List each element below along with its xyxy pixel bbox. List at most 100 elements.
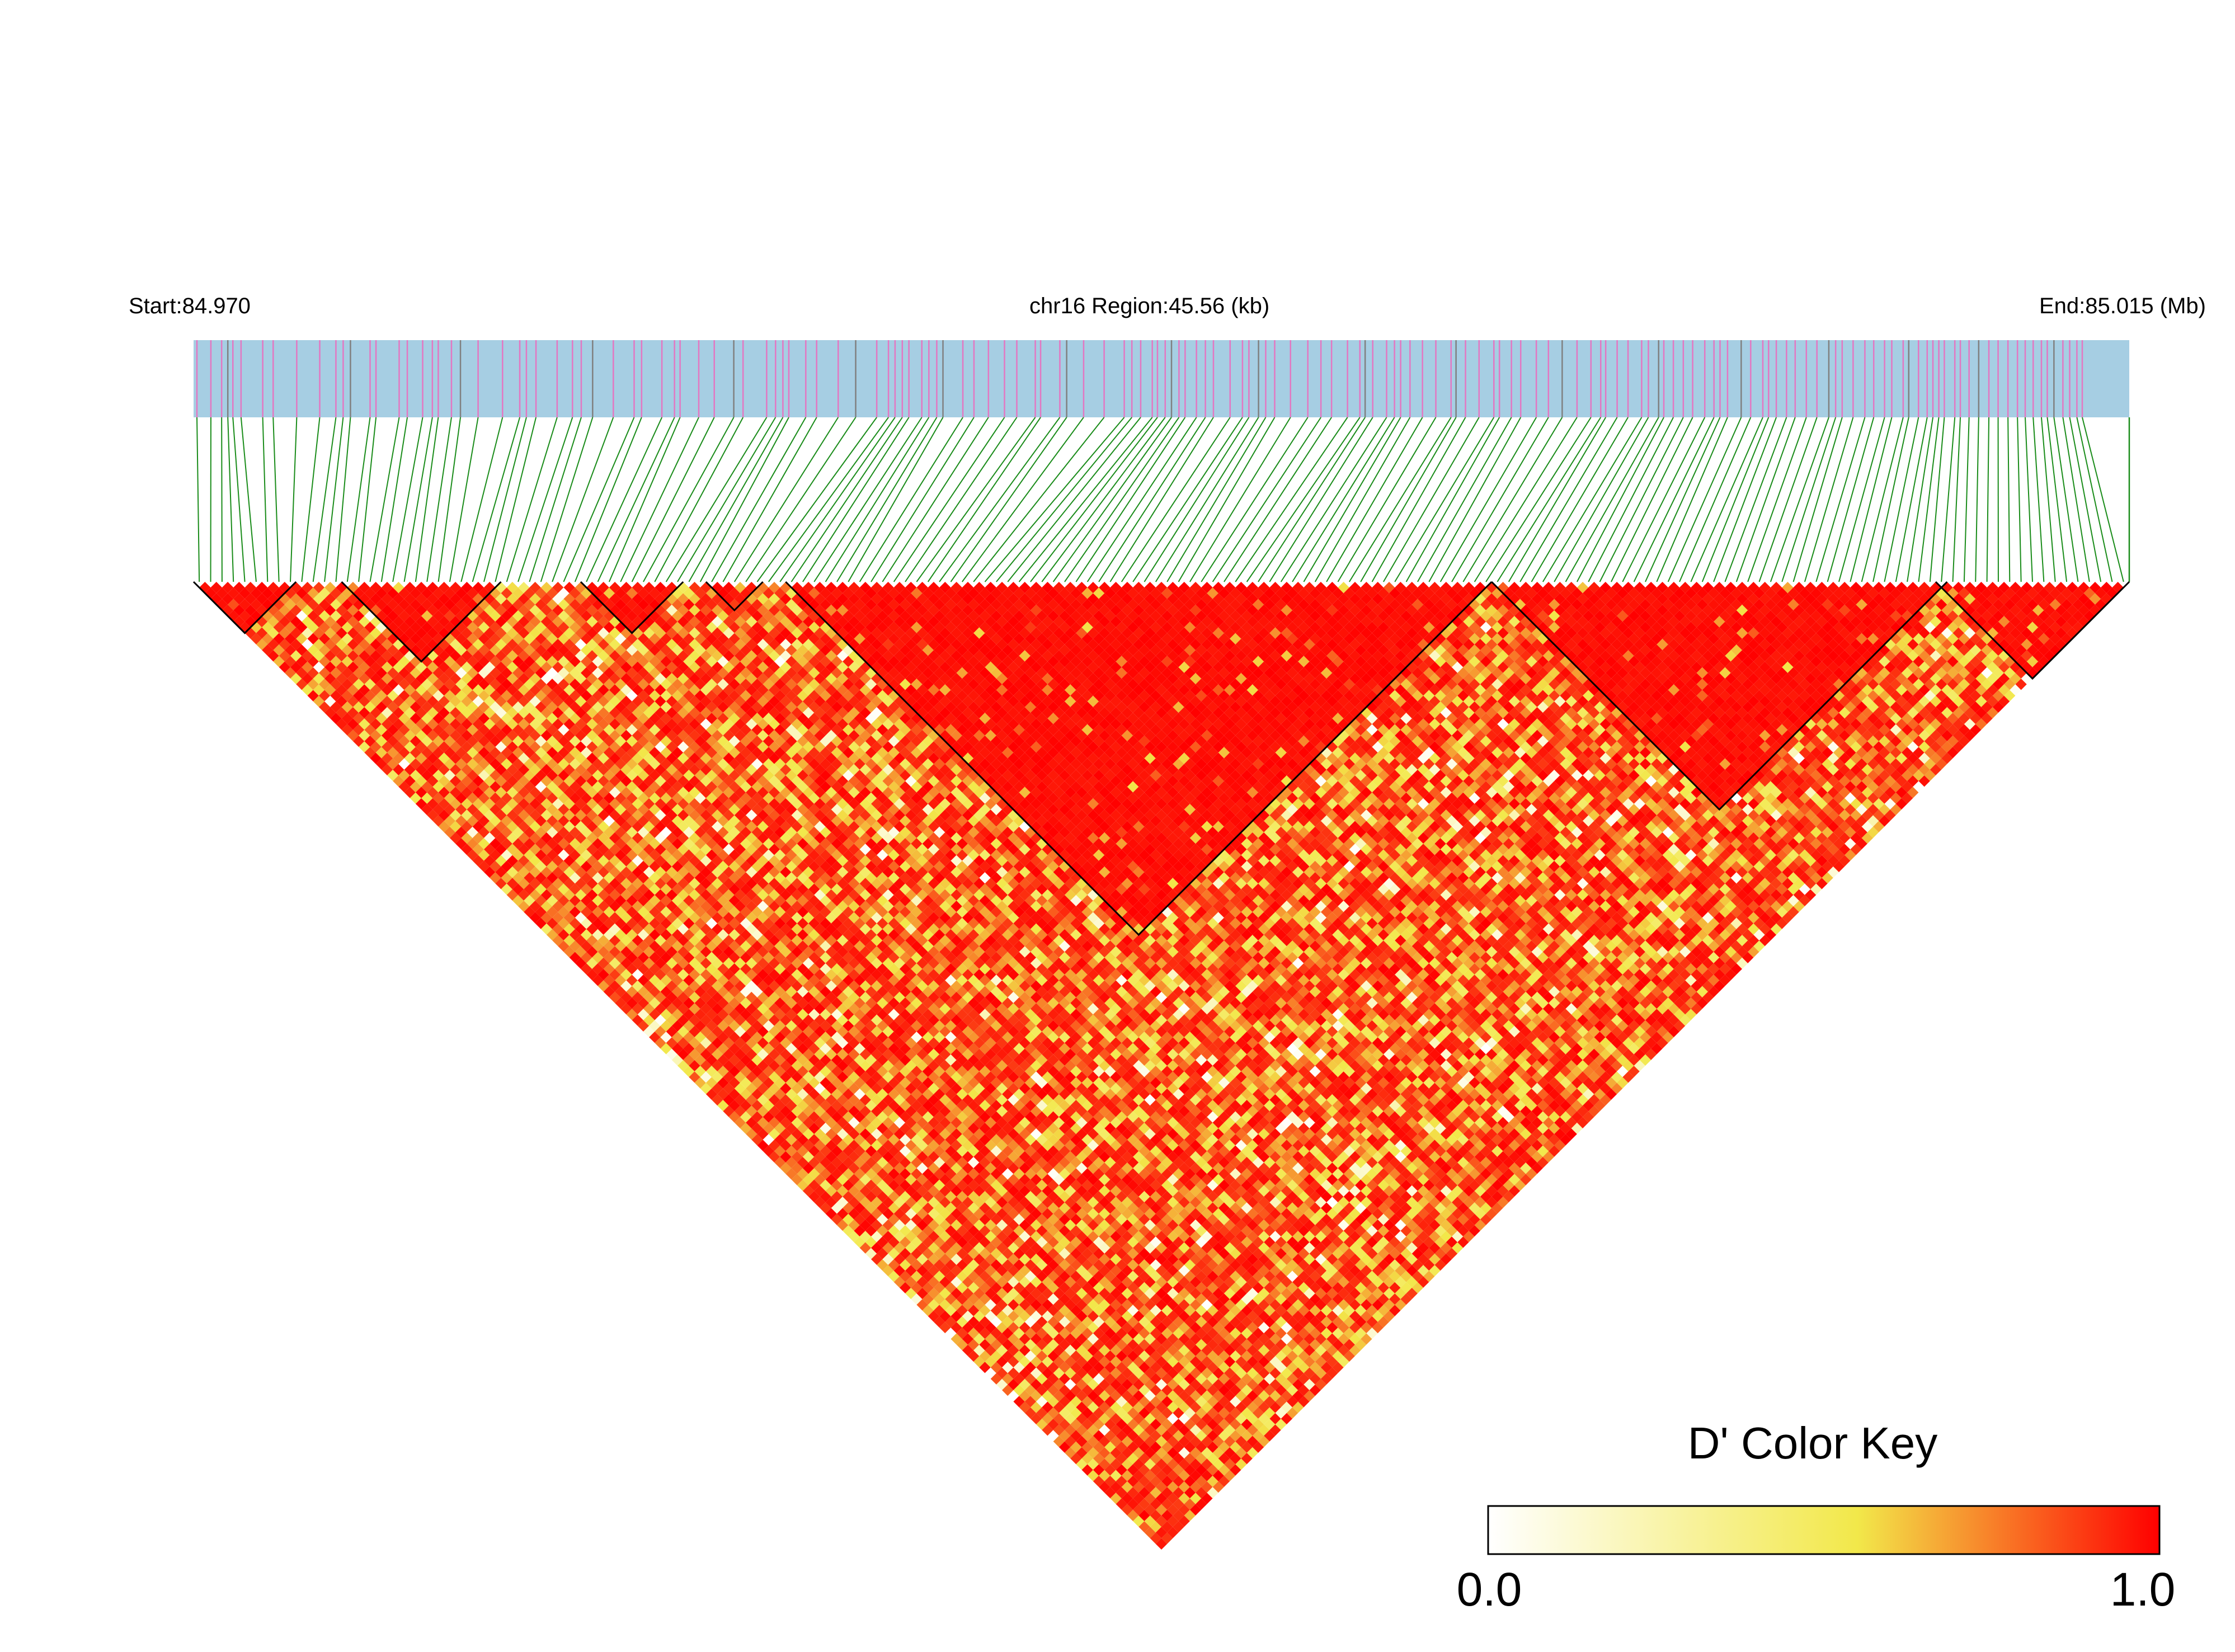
ld-cell [802,1151,815,1162]
ld-cell [797,1145,809,1157]
ld-cell [1002,1384,1014,1396]
snp-connector [665,417,768,582]
snp-connector [1576,417,1664,582]
ld-cell [785,1145,797,1157]
ld-cell [1081,1441,1093,1453]
ld-cell [740,1111,752,1123]
ld-cell [1030,1413,1042,1425]
snp-connector [2017,417,2022,582]
ld-cell [501,849,512,861]
ld-cell [893,1276,906,1288]
ld-cell [1144,1493,1156,1504]
ld-cell [933,1282,945,1294]
ld-cell [1104,1453,1116,1465]
ld-cell [791,1162,803,1174]
snp-connector [1554,417,1649,582]
snp-connector [506,417,558,582]
snp-connector [927,417,1041,582]
ld-cell [757,1105,769,1117]
ld-cell [1013,1396,1025,1408]
ld-cell [1099,1470,1111,1481]
ld-cell [404,775,416,787]
snp-connector [1303,417,1401,582]
ld-cell [336,707,347,719]
ld-cell [1127,1475,1139,1488]
ld-cell [836,1219,849,1231]
ld-cell [1110,1458,1122,1470]
ld-cell [352,724,365,736]
snp-connector [733,417,839,582]
ld-cell [461,832,473,844]
ld-cell [284,633,297,644]
ld-cell [375,747,387,759]
ld-cell [415,752,427,764]
ld-cell [375,724,387,736]
ld-cell [1104,1475,1116,1488]
ld-cell [421,769,433,782]
ld-cell [307,644,319,656]
ld-cell [797,1156,809,1169]
ld-cell [478,860,490,872]
ld-cell [1144,1504,1156,1515]
ld-cell [1116,1487,1127,1499]
ld-cell [808,1156,820,1169]
ld-cell [438,821,450,832]
ld-cell [1081,1453,1093,1465]
ld-cell [945,1316,957,1328]
ld-cell [916,1287,928,1300]
snp-connector [848,417,944,582]
ld-cell [660,1043,672,1055]
ld-cell [529,866,541,878]
region-end-label: End:85.015 (Mb) [2039,294,2206,318]
ld-cell [1042,1413,1053,1425]
ld-cell [1058,1407,1071,1419]
ld-cell [825,1162,837,1174]
snp-connector [586,417,663,582]
snp-connector [950,417,1067,582]
snp-connector [1929,417,1945,582]
ld-cell [1013,1350,1025,1362]
snp-connector [2046,417,2068,582]
ld-cell [375,713,387,724]
ld-cell [535,860,547,872]
snp-connector [973,417,1105,582]
ld-cell [324,672,336,685]
ld-cell [455,803,467,816]
ld-cell [341,701,353,713]
ld-cell [785,1156,797,1169]
ld-cell [962,1310,974,1322]
ld-cell [911,1259,923,1271]
ld-cell [495,821,507,832]
ld-cell [307,633,319,644]
ld-cell [461,809,473,821]
ld-cell [802,1185,815,1197]
ld-cell [990,1328,1003,1339]
ld-cell [398,724,410,736]
ld-cell [381,752,393,764]
ld-cell [677,1014,689,1026]
ld-cell [398,735,410,747]
ld-cell [996,1356,1008,1368]
snp-connector [2082,417,2124,582]
ld-cell [267,593,279,605]
ld-cell [1099,1458,1111,1470]
ld-cell [359,729,370,741]
ld-cell [267,616,279,628]
ld-cell [1093,1475,1105,1488]
ld-cell [1110,1481,1122,1493]
ld-cell [859,1219,871,1231]
ld-cell [398,769,410,782]
snp-connector [1713,417,1777,582]
ld-cell [871,1231,883,1242]
ld-cell [404,741,416,753]
ld-cell [535,917,547,929]
snp-connector [1679,417,1752,582]
ld-cell [814,1162,826,1174]
snp-connector [1952,417,1961,582]
ld-cell [404,729,416,741]
snp-connector [996,417,1132,582]
snp-connector [1348,417,1452,582]
ld-cell [404,752,416,764]
ld-cell [916,1299,928,1311]
ld-cell [1093,1441,1105,1453]
